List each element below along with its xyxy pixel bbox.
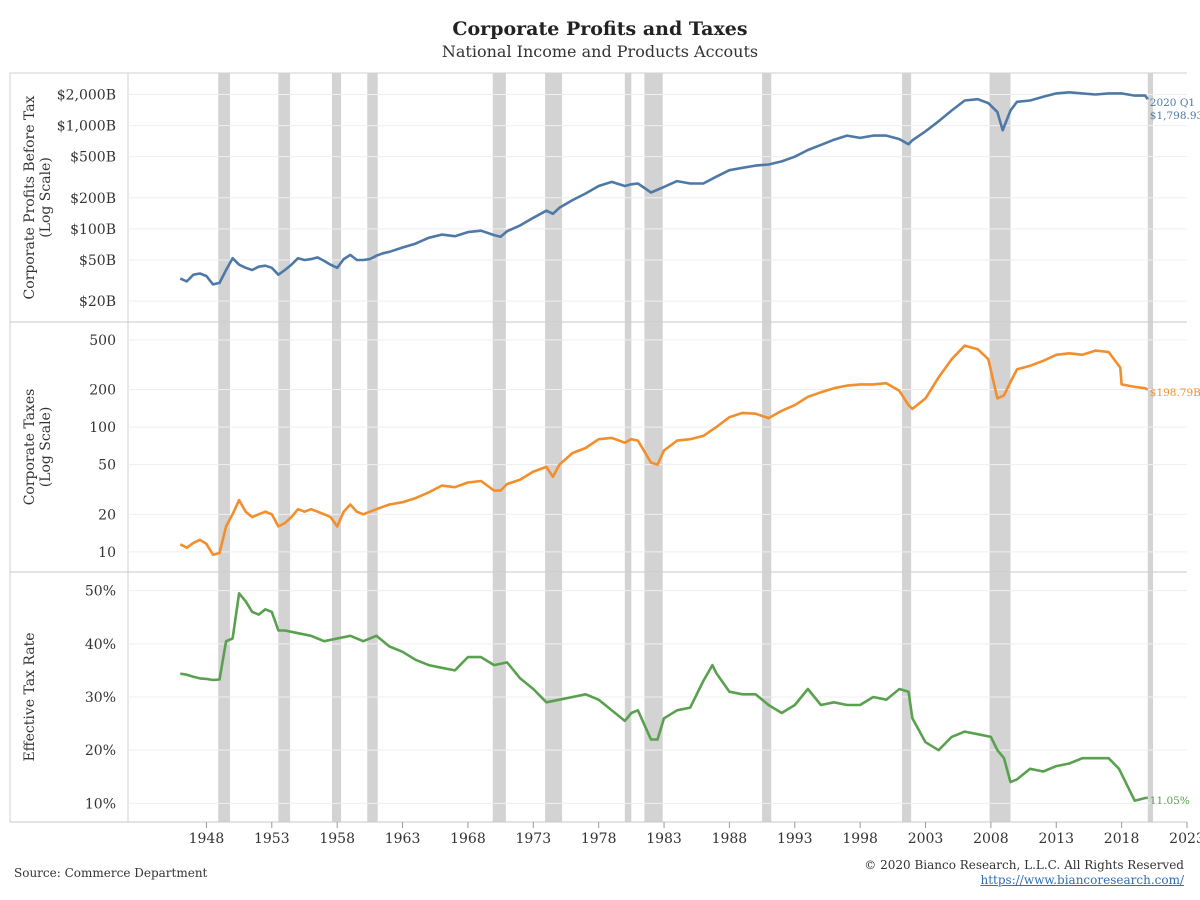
y-tick-label: 10% — [85, 796, 116, 812]
y-tick-label: 50% — [85, 584, 116, 600]
website-link[interactable]: https://www.biancoresearch.com/ — [980, 873, 1184, 887]
recession-band — [1147, 322, 1154, 572]
recession-band — [218, 322, 230, 572]
y-tick-label: $2,000B — [57, 87, 116, 103]
copyright-note: © 2020 Bianco Research, L.L.C. All Right… — [864, 858, 1184, 872]
x-tick-label: 1963 — [385, 831, 421, 847]
y-tick-label: $50B — [79, 253, 116, 269]
recession-band — [989, 322, 1011, 572]
recession-band — [762, 322, 772, 572]
x-tick-label: 1953 — [254, 831, 290, 847]
panel-2: 10 20 50 100 200 500 Corporate Taxes (Log Scale… — [10, 322, 1200, 573]
x-tick-label: 1973 — [515, 831, 551, 847]
chart-subtitle: National Income and Products Accouts — [441, 42, 759, 61]
x-tick-label: 2008 — [973, 831, 1009, 847]
recession-band — [624, 322, 632, 572]
end-value-label: $1,798.93B — [1150, 110, 1200, 122]
chart-title: Corporate Profits and Taxes — [452, 18, 748, 40]
x-tick-label: 2023 — [1169, 831, 1200, 847]
recession-band — [644, 322, 663, 572]
y-axis-subtitle: (Log Scale) — [38, 157, 54, 238]
y-tick-label: $500B — [70, 150, 116, 166]
x-tick-label: 1983 — [646, 831, 682, 847]
recession-band — [901, 322, 912, 572]
y-axis-title: Corporate Profits Before Tax — [22, 95, 38, 299]
y-tick-label: $20B — [79, 294, 116, 310]
y-tick-label: $100B — [70, 222, 116, 238]
x-tick-label: 1998 — [842, 831, 878, 847]
panel-3: 10% 20% 30% 40% 50% Effective Tax Rate 11.05% — [10, 572, 1190, 823]
y-axis-subtitle: (Log Scale) — [38, 407, 54, 488]
y-tick-label: $1,000B — [57, 119, 116, 135]
end-value-label: 2020 Q1 — [1150, 97, 1195, 109]
y-axis-title: Corporate Taxes — [22, 389, 38, 506]
end-value-label: 11.05% — [1150, 795, 1190, 807]
x-tick-label: 1978 — [581, 831, 617, 847]
x-tick-label: 1958 — [319, 831, 355, 847]
series-line — [180, 591, 1148, 803]
x-tick-label: 1993 — [777, 831, 813, 847]
y-axis-title: Effective Tax Rate — [22, 632, 38, 761]
x-tick-label: 2013 — [1038, 831, 1074, 847]
x-tick-label: 2018 — [1104, 831, 1140, 847]
y-tick-label: 20% — [85, 743, 116, 759]
x-tick-label: 1988 — [712, 831, 748, 847]
end-value-label: $198.79B — [1150, 387, 1200, 399]
recession-band — [331, 322, 342, 572]
y-tick-label: 30% — [85, 690, 116, 706]
x-tick-label: 1948 — [189, 831, 225, 847]
y-tick-label: 200 — [89, 383, 116, 399]
y-tick-label: 100 — [89, 420, 116, 436]
y-tick-label: 10 — [98, 545, 116, 561]
x-tick-label: 2003 — [908, 831, 944, 847]
source-note: Source: Commerce Department — [14, 866, 208, 880]
y-tick-label: 40% — [85, 637, 116, 653]
panel-1: $20B $50B $100B $200B $500B $1,000B $2,000B Cor… — [10, 73, 1200, 323]
recession-band — [278, 322, 291, 572]
y-tick-label: 20 — [98, 507, 116, 523]
x-tick-label: 1968 — [450, 831, 486, 847]
recession-band — [545, 322, 563, 572]
y-tick-label: 500 — [89, 333, 116, 349]
y-tick-label: $200B — [70, 191, 116, 207]
recession-band — [367, 322, 378, 572]
series-line — [179, 91, 1149, 286]
y-tick-label: 50 — [98, 458, 116, 474]
series-line — [179, 344, 1149, 557]
recession-band — [492, 322, 506, 572]
